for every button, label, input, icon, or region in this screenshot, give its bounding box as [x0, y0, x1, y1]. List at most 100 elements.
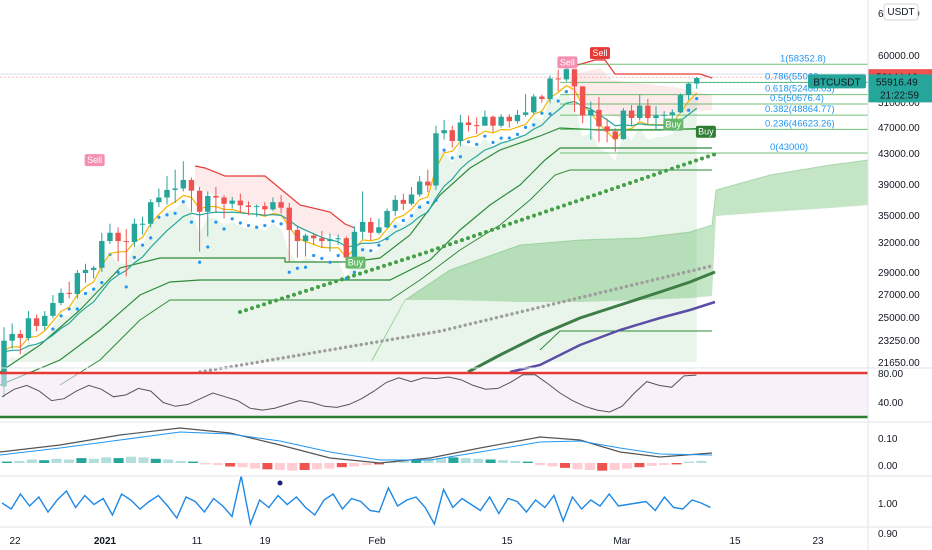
trend-dot-grey	[671, 273, 675, 277]
sar-dot	[336, 253, 340, 258]
osc-tick-label: 80.00	[878, 369, 903, 380]
x-tick-label: 11	[192, 536, 203, 547]
macd-histogram-bar	[423, 458, 434, 463]
price-tick-label: 25000.00	[878, 313, 920, 324]
macd-histogram-bar	[498, 460, 508, 463]
macd-histogram-bar	[175, 460, 186, 463]
candle-body	[58, 292, 64, 303]
sar-dot	[695, 97, 699, 101]
candle-body	[449, 130, 455, 142]
trend-dot-green	[280, 296, 284, 301]
symbol-badge	[808, 74, 866, 89]
trend-dot-green	[256, 304, 260, 309]
trend-dot-grey	[505, 313, 509, 317]
trend-dot-green	[532, 213, 536, 218]
sar-dot	[450, 156, 454, 160]
signal-sell-badge	[557, 56, 578, 69]
sar-dot	[507, 136, 511, 140]
macd-histogram-bar	[14, 460, 25, 463]
trend-dot-grey	[479, 319, 483, 324]
signal-buy-label: Buy	[666, 120, 682, 130]
trend-dot-grey	[245, 362, 249, 366]
trend-dot-green	[658, 170, 662, 175]
trend-dot-grey	[250, 361, 254, 365]
macd-histogram-bar	[547, 463, 558, 467]
trend-dot-grey	[666, 274, 670, 279]
candle-body	[612, 131, 618, 140]
macd-histogram-bar	[88, 458, 99, 463]
sar-dot	[132, 255, 136, 260]
sar-dot	[181, 200, 185, 204]
trend-dot-grey	[567, 298, 571, 302]
macd-signal-line	[0, 431, 713, 461]
trend-dot-grey	[562, 299, 566, 304]
trend-dot-green	[430, 248, 434, 253]
trend-dot-green	[448, 242, 452, 247]
trend-dot-green	[412, 254, 416, 259]
candle-body	[9, 333, 15, 341]
trend-dot-green	[442, 244, 446, 249]
trend-dot-grey	[697, 267, 701, 271]
trend-dot-green	[352, 273, 356, 278]
trend-dot-grey	[572, 297, 577, 301]
trend-dot-green	[580, 197, 584, 202]
trend-dot-grey	[390, 337, 395, 341]
trend-dot-green	[508, 221, 512, 226]
sar-dot	[344, 276, 348, 281]
sar-dot	[149, 236, 153, 240]
trend-dot-green	[238, 310, 242, 314]
sar-dot	[312, 253, 316, 258]
sar-dot	[524, 125, 528, 129]
trend-dot-grey	[323, 349, 327, 353]
macd-tick-label: 0.00	[878, 461, 898, 472]
bottom-panel: 1.00 0.90	[1, 475, 898, 540]
trend-dot-grey	[385, 338, 389, 342]
trend-dot-green	[568, 201, 572, 206]
trend-dot-grey	[676, 272, 681, 276]
trend-dot-grey	[515, 310, 519, 315]
candle-body	[229, 200, 235, 204]
signals-layer: Sell Buy Sell Sell Buy Buy	[84, 47, 716, 269]
price-tick-label: 21650.00	[878, 358, 920, 369]
candle-body	[604, 126, 610, 132]
trend-dot-green	[538, 211, 542, 216]
macd-histogram-bar	[26, 459, 37, 463]
macd-tick-label: 0.10	[878, 434, 898, 445]
fib-level-label: 0.236(46623.26)	[765, 118, 835, 129]
trend-dot-grey	[338, 346, 343, 350]
candle-body	[433, 133, 439, 186]
trend-dot-grey	[317, 349, 322, 354]
x-tick-label: 2021	[94, 536, 117, 547]
trend-dot-grey	[234, 364, 239, 368]
macd-histogram-bar	[436, 458, 446, 463]
price-tick-label: 27000.00	[878, 290, 920, 301]
trend-dot-green	[322, 283, 326, 288]
trend-dot-grey	[546, 303, 551, 307]
trend-dot-grey	[635, 282, 639, 286]
macd-histogram-bar	[349, 463, 360, 467]
candle-body	[25, 318, 32, 338]
trend-dot-grey	[364, 342, 369, 346]
candle-body	[620, 110, 627, 140]
macd-histogram-bar	[200, 463, 211, 465]
trend-dot-green	[688, 160, 692, 165]
sar-dot	[173, 211, 177, 215]
trend-dot-grey	[707, 264, 712, 269]
macd-histogram-bar	[597, 463, 608, 471]
candle-body	[343, 238, 349, 258]
x-tick-label: 22	[9, 536, 21, 547]
macd-histogram-bar	[448, 457, 459, 463]
cloud-upper-edge	[371, 159, 869, 361]
trend-dot-grey	[650, 278, 655, 282]
trend-dot-green	[682, 162, 686, 167]
sar-dot	[328, 260, 332, 264]
trend-dot-grey	[447, 327, 452, 331]
trend-dot-grey	[432, 330, 436, 334]
trend-dot-green	[484, 229, 488, 234]
candle-body	[213, 196, 219, 198]
price-tick-label: 29000.00	[878, 268, 920, 279]
trend-dot-grey	[359, 342, 363, 347]
candle-body	[677, 95, 684, 113]
fib-level-label: 1(58352.8)	[780, 53, 826, 64]
sar-dot	[92, 287, 96, 291]
